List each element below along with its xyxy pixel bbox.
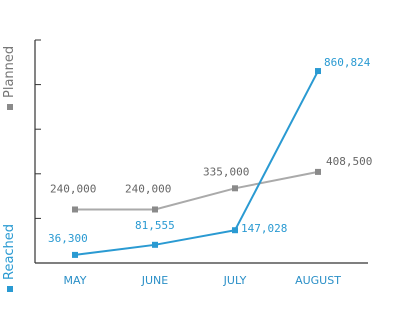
- data-label-reached: 81,555: [135, 219, 175, 232]
- data-label-reached: 147,028: [241, 222, 287, 235]
- series-layer: 240,000 240,000 335,000 408,500 36,300 81,555…: [48, 56, 372, 258]
- data-point-reached: [315, 68, 321, 75]
- data-label-planned: 335,000: [203, 165, 249, 178]
- series-line-reached: [74, 70, 319, 256]
- axes: [34, 40, 368, 264]
- x-tick-label: MAY: [64, 274, 87, 287]
- legend: Planned Reached: [2, 46, 17, 292]
- data-label-planned: 240,000: [125, 182, 171, 195]
- legend-label-planned: Planned: [2, 46, 17, 98]
- x-tick-label: JULY: [223, 274, 247, 287]
- data-point-reached: [72, 251, 78, 258]
- data-point-planned: [315, 168, 321, 175]
- data-label-reached: 36,300: [48, 232, 88, 245]
- legend-label-reached: Reached: [2, 224, 17, 280]
- data-label-planned: 240,000: [50, 182, 96, 195]
- data-point-planned: [152, 206, 158, 213]
- x-tick-label: JUNE: [141, 274, 169, 287]
- series-line-planned: [75, 170, 319, 211]
- data-point-planned: [72, 206, 78, 213]
- data-label-reached: 860,824: [324, 56, 371, 69]
- x-ticks: MAY JUNE JULY AUGUST: [64, 274, 342, 287]
- legend-item-reached: Reached: [2, 224, 17, 292]
- data-label-planned: 408,500: [326, 155, 372, 168]
- legend-swatch-reached: [7, 286, 13, 292]
- data-point-reached: [152, 241, 158, 248]
- data-point-reached: [232, 227, 238, 234]
- legend-swatch-planned: [7, 104, 13, 110]
- data-point-planned: [232, 185, 238, 192]
- legend-item-planned: Planned: [2, 46, 17, 110]
- y-ticks: [35, 39, 41, 264]
- x-tick-label: AUGUST: [295, 274, 341, 287]
